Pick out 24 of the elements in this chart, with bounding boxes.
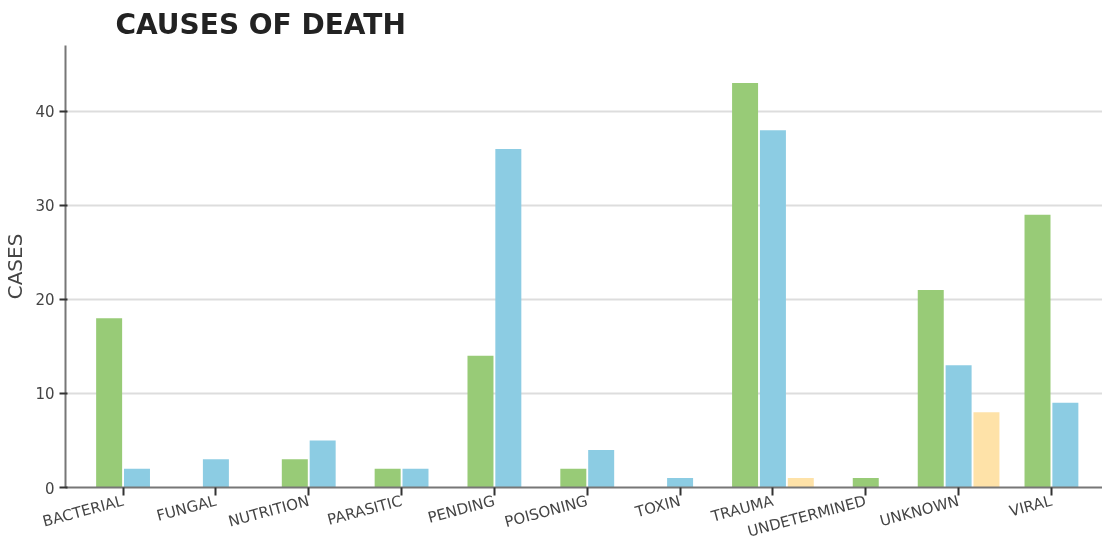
bar bbox=[787, 478, 814, 488]
x-tick-label: TOXIN bbox=[632, 491, 683, 522]
bar bbox=[281, 459, 308, 488]
y-tick-label: 30 bbox=[35, 197, 55, 216]
bar bbox=[309, 440, 336, 488]
y-tick-label: 20 bbox=[35, 291, 55, 310]
bar bbox=[374, 468, 401, 488]
y-tick-label: 40 bbox=[35, 103, 55, 122]
bar bbox=[560, 468, 587, 488]
chart-title: CAUSES OF DEATH bbox=[115, 7, 406, 41]
bar bbox=[402, 468, 429, 488]
bar bbox=[123, 468, 150, 488]
x-tick-label: VIRAL bbox=[1007, 491, 1055, 521]
x-tick-label: FUNGAL bbox=[154, 491, 219, 525]
bar bbox=[467, 355, 494, 488]
bar bbox=[1052, 402, 1079, 488]
y-tick-label: 0 bbox=[44, 479, 55, 498]
bar bbox=[1024, 214, 1051, 488]
y-axis-title: CASES bbox=[3, 233, 28, 300]
bar bbox=[96, 318, 123, 488]
bar bbox=[495, 148, 522, 488]
bar bbox=[973, 412, 1000, 488]
bar bbox=[588, 449, 615, 488]
y-tick-label: 10 bbox=[35, 385, 55, 404]
